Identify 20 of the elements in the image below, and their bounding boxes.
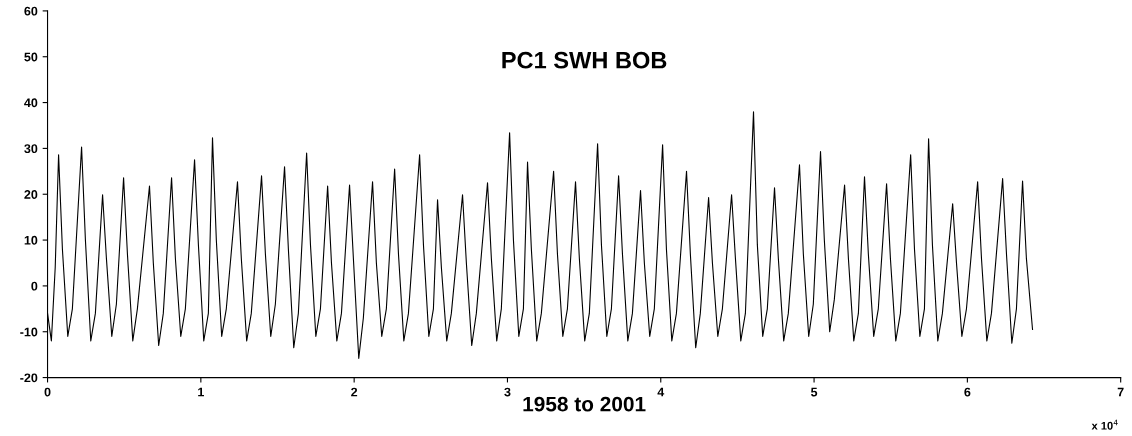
x-tick-label: 3: [504, 387, 511, 397]
y-tick-label: -20: [20, 373, 38, 383]
y-tick-label: 60: [24, 6, 38, 16]
x-axis-title: 1958 to 2001: [523, 396, 646, 412]
x-tick-label: 2: [351, 387, 358, 397]
y-tick-label: 30: [24, 144, 38, 154]
x-tick-label: 7: [1117, 387, 1124, 397]
x-tick-label: 5: [810, 387, 818, 397]
x-tick-label: 1: [198, 387, 204, 397]
y-tick-label: 20: [24, 190, 38, 199]
text: PC1 SWH BOB: [502, 51, 667, 69]
text: x 10$^{4}$: [1091, 419, 1118, 430]
y-tick-label: 0: [31, 281, 38, 291]
x-tick-label: 4: [657, 387, 665, 397]
y-tick-label: 50: [24, 52, 38, 62]
y-tick-label: 40: [24, 98, 38, 108]
y-tick-label: -10: [20, 327, 38, 337]
x-tick-label: 0: [44, 387, 51, 397]
x-tick-label: 6: [964, 387, 971, 397]
y-tick-label: 10: [24, 235, 38, 245]
